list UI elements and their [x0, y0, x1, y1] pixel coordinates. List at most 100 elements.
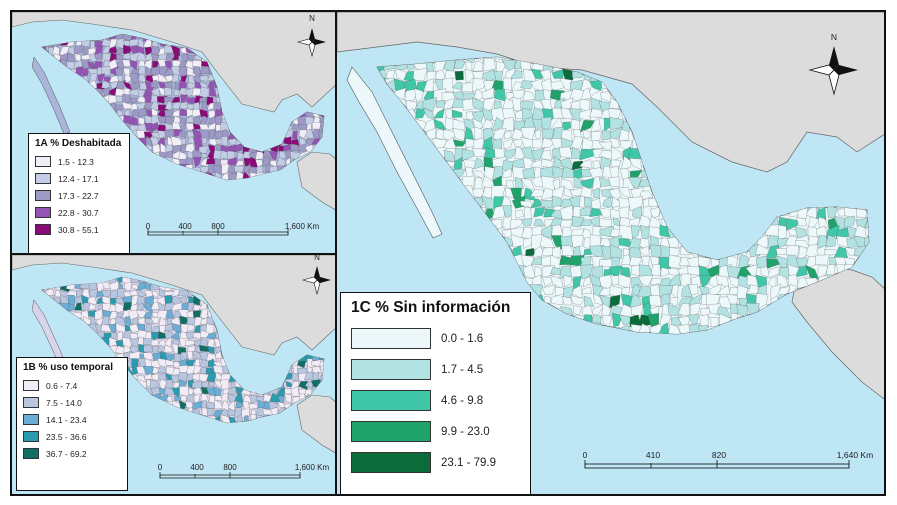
- municipality-polygon: [620, 155, 632, 171]
- municipality-polygon: [80, 89, 90, 96]
- legend-item: 12.4 - 17.1: [35, 170, 123, 187]
- municipality-polygon: [289, 143, 301, 152]
- municipality-polygon: [76, 124, 85, 134]
- municipality-polygon: [807, 149, 819, 161]
- municipality-polygon: [382, 255, 397, 270]
- municipality-polygon: [32, 81, 42, 91]
- municipality-polygon: [17, 137, 28, 145]
- municipality-polygon: [12, 295, 20, 305]
- municipality-polygon: [326, 234, 334, 244]
- municipality-polygon: [241, 477, 251, 486]
- municipality-polygon: [278, 395, 285, 403]
- municipality-polygon: [220, 201, 228, 210]
- municipality-polygon: [73, 101, 84, 109]
- municipality-polygon: [242, 421, 253, 423]
- municipality-polygon: [206, 430, 216, 439]
- municipality-polygon: [101, 493, 110, 496]
- municipality-polygon: [172, 429, 182, 438]
- legend-swatch: [35, 190, 51, 201]
- municipality-polygon: [443, 197, 456, 211]
- municipality-polygon: [26, 103, 35, 112]
- municipality-polygon: [658, 147, 672, 160]
- municipality-polygon: [186, 195, 194, 202]
- municipality-polygon: [12, 325, 18, 333]
- municipality-polygon: [144, 242, 154, 251]
- municipality-polygon: [415, 108, 427, 119]
- legend-title: 1A % Deshabitada: [35, 138, 122, 149]
- municipality-polygon: [186, 442, 196, 453]
- municipality-polygon: [243, 178, 251, 180]
- municipality-polygon: [263, 206, 273, 216]
- municipality-polygon: [73, 79, 84, 89]
- municipality-polygon: [618, 128, 629, 142]
- municipality-polygon: [74, 108, 82, 119]
- municipality-polygon: [228, 443, 236, 452]
- municipality-polygon: [206, 206, 216, 215]
- municipality-polygon: [427, 156, 438, 172]
- municipality-polygon: [95, 491, 104, 496]
- municipality-polygon: [651, 117, 662, 130]
- municipality-polygon: [738, 198, 750, 209]
- municipality-polygon: [144, 471, 151, 479]
- municipality-polygon: [229, 115, 238, 124]
- municipality-polygon: [319, 486, 327, 495]
- municipality-polygon: [150, 235, 160, 244]
- legend-label: 23.5 - 36.6: [46, 431, 87, 442]
- municipality-polygon: [243, 463, 250, 473]
- municipality-polygon: [255, 123, 266, 132]
- municipality-polygon: [144, 318, 155, 324]
- municipality-polygon: [482, 235, 496, 248]
- municipality-polygon: [402, 276, 417, 289]
- municipality-polygon: [166, 236, 175, 243]
- municipality-polygon: [130, 228, 137, 235]
- municipality-polygon: [33, 41, 42, 45]
- municipality-polygon: [796, 185, 808, 200]
- municipality-polygon: [158, 215, 167, 222]
- municipality-polygon: [377, 266, 388, 279]
- municipality-polygon: [729, 196, 742, 207]
- municipality-polygon: [259, 485, 266, 494]
- municipality-polygon: [171, 51, 179, 61]
- municipality-polygon: [12, 199, 18, 209]
- municipality-polygon: [172, 109, 182, 117]
- municipality-polygon: [827, 217, 838, 231]
- municipality-polygon: [213, 102, 222, 113]
- municipality-polygon: [640, 147, 654, 163]
- municipality-polygon: [337, 131, 348, 141]
- municipality-polygon: [271, 422, 277, 423]
- municipality-polygon: [17, 152, 28, 158]
- municipality-polygon: [638, 117, 652, 131]
- municipality-polygon: [242, 443, 251, 452]
- municipality-polygon: [836, 159, 850, 171]
- municipality-polygon: [250, 129, 260, 139]
- municipality-polygon: [345, 235, 358, 248]
- municipality-polygon: [630, 97, 642, 111]
- municipality-polygon: [377, 68, 380, 83]
- municipality-polygon: [784, 180, 801, 190]
- municipality-polygon: [200, 171, 210, 180]
- municipality-polygon: [383, 265, 397, 278]
- municipality-polygon: [291, 407, 299, 418]
- municipality-polygon: [242, 379, 252, 390]
- municipality-polygon: [325, 337, 334, 348]
- municipality-polygon: [365, 49, 376, 62]
- municipality-polygon: [320, 492, 329, 496]
- municipality-polygon: [482, 245, 496, 260]
- municipality-polygon: [884, 268, 886, 278]
- municipality-polygon: [136, 393, 147, 405]
- municipality-polygon: [257, 221, 265, 231]
- municipality-polygon: [726, 225, 740, 240]
- municipality-polygon: [213, 492, 222, 496]
- municipality-polygon: [136, 178, 147, 180]
- municipality-polygon: [638, 246, 650, 256]
- municipality-polygon: [122, 59, 132, 67]
- municipality-polygon: [164, 353, 176, 362]
- municipality-polygon: [326, 387, 333, 397]
- scale-label-400: 400: [190, 463, 204, 472]
- municipality-polygon: [65, 277, 77, 285]
- municipality-polygon: [221, 194, 231, 201]
- municipality-polygon: [135, 406, 147, 415]
- municipality-polygon: [286, 414, 292, 423]
- municipality-polygon: [394, 237, 409, 249]
- municipality-polygon: [284, 186, 294, 196]
